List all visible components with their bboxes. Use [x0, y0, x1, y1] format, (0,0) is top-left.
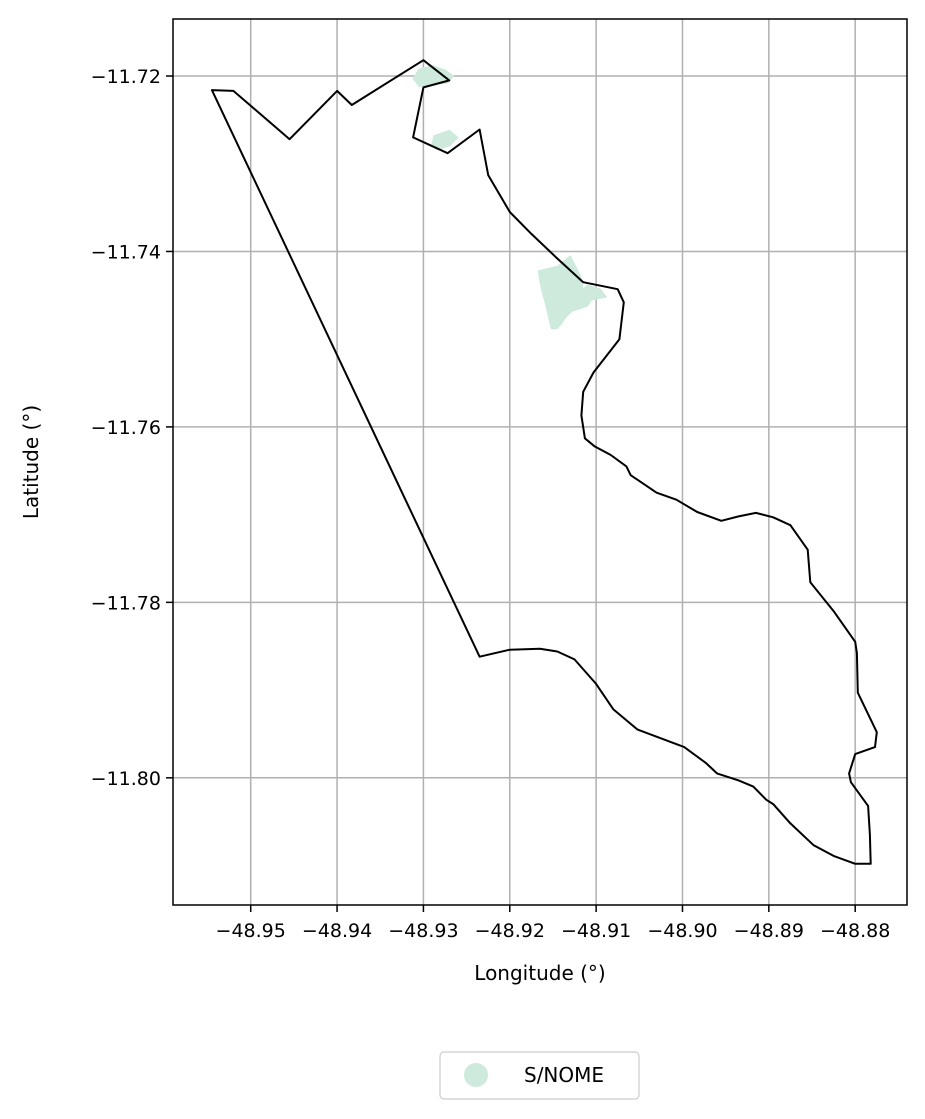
legend-swatch-s-nome [464, 1063, 488, 1087]
x-tick-label: −48.94 [302, 920, 372, 942]
x-tick-label: −48.89 [734, 920, 804, 942]
x-tick-label: −48.88 [820, 920, 890, 942]
y-tick-label: −11.80 [91, 768, 161, 790]
s-nome-region [431, 129, 459, 151]
x-tick-label: −48.92 [475, 920, 545, 942]
plot-frame [172, 18, 908, 906]
x-axis-label: Longitude (°) [474, 961, 605, 985]
y-tick-label: −11.74 [91, 241, 161, 263]
legend-box [439, 1051, 640, 1100]
legend-label-s-nome: S/NOME [524, 1063, 604, 1087]
y-axis-ticks: −11.72 −11.74 −11.76 −11.78 −11.80 [91, 66, 173, 790]
legend: S/NOME [439, 1051, 640, 1100]
y-tick-label: −11.72 [91, 66, 161, 88]
x-tick-label: −48.91 [561, 920, 631, 942]
x-tick-label: −48.90 [647, 920, 717, 942]
y-axis-label: Latitude (°) [19, 405, 43, 519]
grid-lines [173, 19, 907, 905]
boundary-layer [210, 59, 878, 865]
x-axis-ticks: −48.95 −48.94 −48.93 −48.92 −48.91 −48.90 −48.… [216, 905, 890, 942]
x-tick-label: −48.93 [388, 920, 458, 942]
y-tick-label: −11.78 [91, 592, 161, 614]
x-tick-label: −48.95 [216, 920, 286, 942]
municipality-boundary [210, 59, 878, 865]
y-tick-label: −11.76 [91, 417, 161, 439]
region-fills [412, 65, 607, 330]
